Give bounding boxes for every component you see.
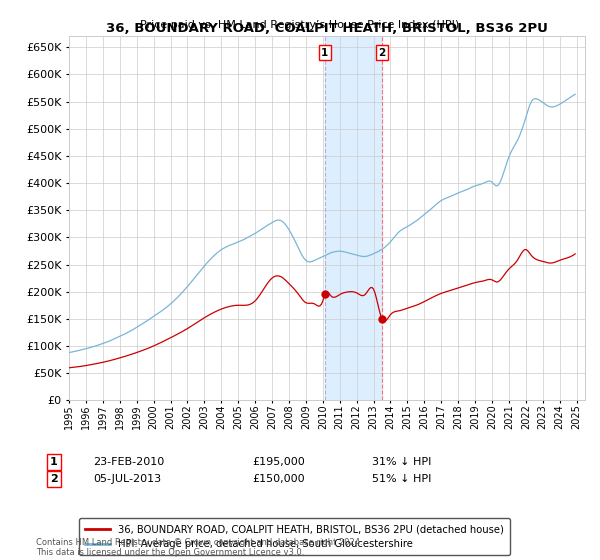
Bar — [325, 36, 382, 400]
Text: £195,000: £195,000 — [252, 457, 305, 467]
Text: 2: 2 — [379, 48, 386, 58]
Text: 51% ↓ HPI: 51% ↓ HPI — [372, 474, 431, 484]
Title: 36, BOUNDARY ROAD, COALPIT HEATH, BRISTOL, BS36 2PU: 36, BOUNDARY ROAD, COALPIT HEATH, BRISTO… — [106, 22, 548, 35]
Text: 31% ↓ HPI: 31% ↓ HPI — [372, 457, 431, 467]
Text: 2: 2 — [50, 474, 58, 484]
Text: Price paid vs. HM Land Registry’s House Price Index (HPI): Price paid vs. HM Land Registry’s House … — [140, 20, 460, 30]
Text: 1: 1 — [50, 457, 58, 467]
Legend: 36, BOUNDARY ROAD, COALPIT HEATH, BRISTOL, BS36 2PU (detached house), HPI: Avera: 36, BOUNDARY ROAD, COALPIT HEATH, BRISTO… — [79, 518, 510, 556]
Text: 23-FEB-2010: 23-FEB-2010 — [93, 457, 164, 467]
Text: 05-JUL-2013: 05-JUL-2013 — [93, 474, 161, 484]
Text: 1: 1 — [321, 48, 328, 58]
Text: Contains HM Land Registry data © Crown copyright and database right 2024.
This d: Contains HM Land Registry data © Crown c… — [36, 538, 362, 557]
Text: £150,000: £150,000 — [252, 474, 305, 484]
